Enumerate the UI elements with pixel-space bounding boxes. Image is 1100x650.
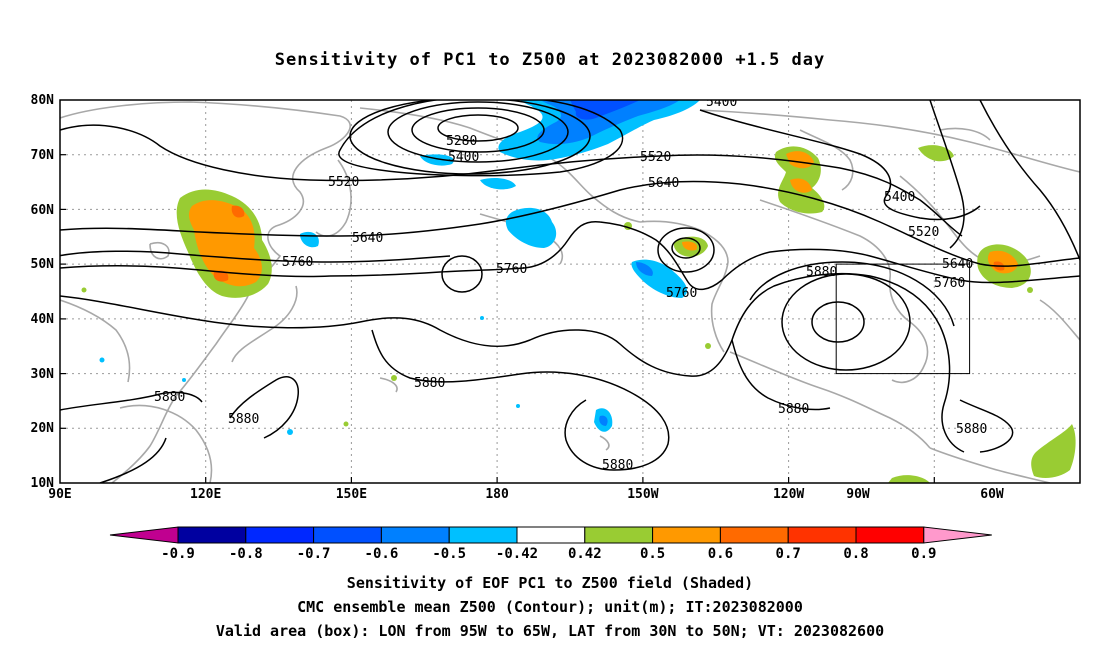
contour-label: 5640 — [352, 231, 383, 246]
contour-label: 5640 — [648, 176, 679, 191]
lon-label: 180 — [485, 487, 509, 502]
contour-label: 5880 — [806, 265, 837, 280]
map-frame — [59, 99, 1081, 484]
lon-label: 90W — [846, 487, 870, 502]
caption-line-1: Sensitivity of EOF PC1 to Z500 field (Sh… — [346, 574, 754, 592]
colorbar-label: 0.5 — [640, 546, 665, 562]
map-title: Sensitivity of PC1 to Z500 at 2023082000… — [274, 50, 826, 70]
colorbar-swatch — [584, 526, 654, 544]
contour-label: 5760 — [934, 276, 965, 291]
contour-label: 5400 — [884, 190, 915, 205]
contour-label: 5520 — [640, 150, 671, 165]
valid-area-box — [835, 263, 971, 375]
colorbar-swatch — [719, 526, 789, 544]
contour-label: 5400 — [706, 95, 737, 110]
contour-labels: 5280 5400 5400 5400 5520 5520 5520 5640 … — [154, 95, 987, 473]
lon-label: 120W — [773, 487, 804, 502]
contour-label: 5520 — [328, 175, 359, 190]
contour-label: 5400 — [448, 150, 479, 165]
contour-label: 5280 — [446, 134, 477, 149]
lat-label: 60N — [31, 203, 55, 218]
colorbar-swatch — [177, 526, 247, 544]
colorbar-label: -0.6 — [365, 546, 399, 562]
colorbar-label: 0.8 — [843, 546, 868, 562]
colorbar-label: -0.8 — [229, 546, 263, 562]
lon-label: 90E — [48, 487, 71, 502]
shade-positive-southeast — [1031, 424, 1076, 478]
caption-line-3: Valid area (box): LON from 95W to 65W, L… — [215, 622, 885, 640]
colorbar-label: 0.7 — [776, 546, 801, 562]
shade-negative-arctic-core — [537, 100, 680, 145]
colorbar-swatch — [516, 526, 586, 544]
lat-label: 10N — [31, 476, 55, 491]
lat-label: 30N — [31, 367, 55, 382]
colorbar-label: -0.7 — [297, 546, 331, 562]
lon-label: 150W — [627, 487, 658, 502]
contour-label: 5760 — [496, 262, 527, 277]
lat-label: 50N — [31, 257, 55, 272]
colorbar-swatch — [313, 526, 382, 544]
colorbar-swatch — [448, 526, 518, 544]
contour-label: 5880 — [778, 402, 809, 417]
contour-label: 5760 — [666, 286, 697, 301]
lat-label: 80N — [31, 93, 55, 108]
colorbar-label: -0.42 — [496, 546, 538, 562]
colorbar-label: 0.9 — [911, 546, 936, 562]
contour-label: 5880 — [956, 422, 987, 437]
sensitivity-shading — [81, 100, 1076, 483]
colorbar-high-arrow — [923, 526, 992, 544]
lat-label: 40N — [31, 312, 55, 327]
colorbar-swatch — [380, 526, 450, 544]
colorbar-label: 0.42 — [568, 546, 602, 562]
colorbar-label: -0.5 — [432, 546, 466, 562]
contour-label: 5520 — [908, 225, 939, 240]
contour-label: 5880 — [602, 458, 633, 473]
colorbar-label: 0.6 — [708, 546, 733, 562]
colorbar-label: -0.9 — [161, 546, 195, 562]
contour-label: 5640 — [942, 257, 973, 272]
shade-positive-asia-core — [188, 200, 262, 287]
contour-label: 5760 — [282, 255, 313, 270]
lat-label: 20N — [31, 421, 55, 436]
caption-line-2: CMC ensemble mean Z500 (Contour); unit(m… — [297, 598, 803, 616]
contour-label: 5880 — [154, 390, 185, 405]
colorbar-swatch — [245, 526, 315, 544]
lon-label: 120E — [190, 487, 221, 502]
colorbar-swatch — [855, 526, 925, 544]
colorbar-swatch — [787, 526, 857, 544]
lat-label: 70N — [31, 148, 55, 163]
colorbar-low-arrow — [109, 526, 179, 544]
longitude-labels: 90E 120E 150E 180 150W 120W 90W 60W — [48, 487, 1004, 502]
axis-ticks — [60, 154, 935, 483]
contour-label: 5880 — [228, 412, 259, 427]
contour-label: 5880 — [414, 376, 445, 391]
colorbar: -0.9 -0.8 -0.7 -0.6 -0.5 -0.42 0.42 0.5 0.6 0.7 0.… — [109, 526, 992, 562]
shade-positive-asia-peak — [231, 205, 245, 218]
latitude-labels: 10N 20N 30N 40N 50N 60N 70N 80N — [31, 93, 55, 491]
lon-label: 150E — [336, 487, 367, 502]
shade-negative-bering — [505, 207, 557, 248]
z500-contours — [60, 100, 1080, 483]
colorbar-swatch — [652, 526, 721, 544]
lon-label: 60W — [980, 487, 1004, 502]
